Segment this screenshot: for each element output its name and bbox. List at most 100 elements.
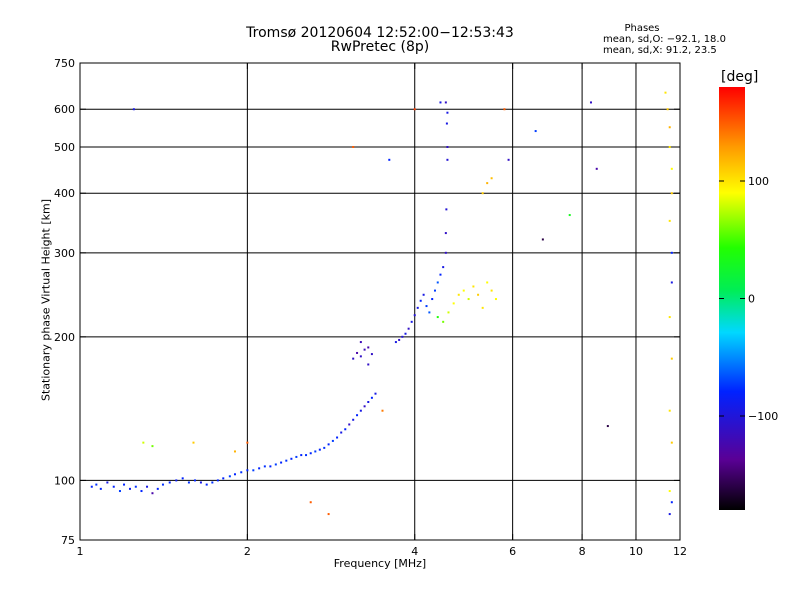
data-point [348, 423, 351, 426]
data-point [422, 293, 425, 296]
data-point [106, 481, 109, 484]
data-point [606, 425, 609, 428]
data-point [668, 219, 671, 222]
data-point [670, 357, 673, 360]
data-point [666, 108, 669, 111]
data-point [670, 251, 673, 254]
data-point [128, 487, 131, 490]
data-point [394, 341, 397, 344]
data-point [447, 311, 450, 314]
data-point [367, 346, 370, 349]
data-point [356, 351, 359, 354]
data-point [431, 298, 434, 301]
data-point [151, 445, 154, 448]
data-point [331, 439, 334, 442]
y-tick-label: 75 [61, 534, 75, 547]
data-point [323, 446, 326, 449]
data-point [370, 396, 373, 399]
data-point [327, 443, 330, 446]
data-point [352, 418, 355, 421]
data-point [541, 238, 544, 241]
data-point [442, 266, 445, 269]
data-point [240, 471, 243, 474]
y-tick-label: 100 [54, 474, 75, 487]
data-point [274, 463, 277, 466]
data-point [494, 298, 497, 301]
data-point [95, 483, 98, 486]
data-point [222, 477, 225, 480]
data-point [363, 405, 366, 408]
data-point [140, 490, 143, 493]
data-point [216, 479, 219, 482]
x-tick-label: 12 [673, 545, 687, 558]
chart-title: Tromsø 20120604 12:52:00−12:53:43 [246, 25, 514, 41]
data-point [670, 281, 673, 284]
grid-lines [80, 63, 680, 540]
data-point [401, 335, 404, 338]
data-point [416, 306, 419, 309]
data-point [285, 459, 288, 462]
data-point [340, 431, 343, 434]
data-point [668, 490, 671, 493]
x-tick-label: 4 [411, 545, 418, 558]
x-tick-label: 2 [244, 545, 251, 558]
data-points [90, 91, 673, 516]
data-point [457, 293, 460, 296]
data-point [142, 441, 145, 444]
data-point [370, 353, 373, 356]
data-point [359, 341, 362, 344]
data-point [205, 483, 208, 486]
data-point [359, 355, 362, 358]
data-point [146, 485, 149, 488]
data-point [192, 441, 195, 444]
data-point [436, 316, 439, 319]
colorbar-tick-label: 100 [748, 175, 769, 188]
data-point [374, 392, 377, 395]
data-point [193, 479, 196, 482]
phases-stats-o: mean, sd,O: −92.1, 18.0 [603, 34, 726, 45]
data-point [668, 145, 671, 148]
data-point [589, 101, 592, 104]
data-point [534, 130, 537, 133]
y-tick-label: 300 [54, 247, 75, 260]
data-point [486, 281, 489, 284]
plot-frame [79, 62, 681, 541]
data-point [442, 320, 445, 323]
data-point [211, 481, 214, 484]
data-point [134, 485, 137, 488]
data-point [467, 298, 470, 301]
data-point [472, 285, 475, 288]
data-point [668, 126, 671, 129]
data-point [181, 477, 184, 480]
data-point [187, 481, 190, 484]
data-point [175, 479, 178, 482]
data-point [388, 158, 391, 161]
data-point [398, 338, 401, 341]
data-point [439, 273, 442, 276]
data-point [305, 454, 308, 457]
colorbar-ticks: 100 0 −100 [719, 175, 778, 423]
data-point [481, 306, 484, 309]
data-point [309, 452, 312, 455]
y-tick-label: 750 [54, 57, 75, 70]
data-point [352, 145, 355, 148]
data-point [670, 501, 673, 504]
phases-title: Phases [624, 23, 660, 34]
data-point [446, 111, 449, 114]
data-point [112, 485, 115, 488]
data-point [670, 441, 673, 444]
x-tick-label: 10 [629, 545, 643, 558]
data-point [507, 158, 510, 161]
data-point [445, 122, 448, 125]
data-point [444, 232, 447, 235]
data-point [290, 457, 293, 460]
data-point [90, 485, 93, 488]
chart-subtitle: RwPretec (8p) [330, 39, 430, 55]
data-point [367, 401, 370, 404]
data-point [486, 182, 489, 185]
data-point [668, 513, 671, 516]
data-point [462, 289, 465, 292]
data-point [295, 455, 298, 458]
data-point [410, 320, 413, 323]
